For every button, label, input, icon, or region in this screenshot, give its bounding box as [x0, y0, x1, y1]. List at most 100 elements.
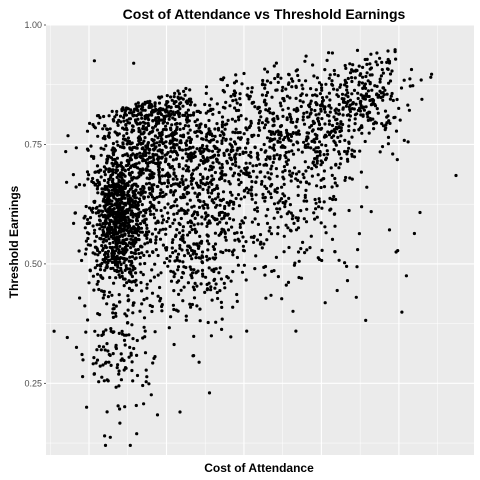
- data-point: [214, 320, 218, 324]
- data-point: [158, 177, 162, 181]
- data-point: [159, 208, 163, 213]
- data-point: [115, 175, 119, 179]
- data-point: [129, 351, 133, 355]
- data-point: [178, 184, 182, 188]
- data-point: [102, 114, 106, 119]
- data-point: [173, 182, 178, 186]
- data-point: [184, 169, 188, 173]
- data-point: [248, 124, 252, 128]
- data-point: [114, 249, 118, 253]
- data-point: [110, 191, 114, 195]
- data-point: [279, 124, 284, 128]
- data-point: [217, 233, 221, 237]
- data-point: [195, 242, 199, 246]
- data-point: [216, 222, 220, 226]
- data-point: [362, 86, 366, 90]
- data-point: [141, 146, 145, 150]
- data-point: [183, 93, 187, 97]
- data-point: [101, 230, 105, 235]
- data-point: [200, 254, 204, 258]
- data-point: [268, 226, 272, 230]
- data-point: [110, 210, 114, 214]
- data-point: [265, 70, 270, 74]
- data-point: [133, 230, 137, 235]
- data-point: [178, 410, 182, 414]
- data-point: [282, 250, 286, 254]
- data-point: [155, 153, 159, 157]
- y-axis-title: Threshold Earnings: [7, 185, 21, 298]
- data-point: [368, 62, 372, 66]
- data-point: [103, 225, 107, 229]
- data-point: [295, 132, 299, 136]
- data-point: [289, 133, 293, 137]
- data-point: [250, 185, 254, 189]
- data-point: [279, 197, 284, 201]
- data-point: [221, 190, 226, 194]
- data-point: [190, 276, 194, 280]
- data-point: [156, 294, 160, 298]
- data-point: [190, 302, 194, 307]
- data-point: [78, 296, 82, 300]
- data-point: [206, 188, 210, 192]
- data-point: [101, 296, 105, 300]
- data-point: [91, 181, 96, 185]
- data-point: [161, 108, 165, 112]
- data-point: [132, 346, 136, 351]
- data-point: [96, 253, 100, 257]
- data-point: [120, 233, 124, 237]
- data-point: [155, 128, 159, 132]
- data-point: [396, 249, 400, 253]
- data-point: [222, 76, 226, 80]
- data-point: [218, 198, 222, 202]
- data-point: [118, 216, 122, 221]
- data-point: [188, 198, 192, 202]
- data-point: [187, 169, 191, 173]
- data-point: [111, 153, 116, 157]
- data-point: [321, 177, 325, 181]
- data-point: [133, 118, 138, 122]
- data-point: [269, 192, 273, 196]
- data-point: [181, 271, 186, 275]
- data-point: [347, 140, 351, 144]
- data-point: [195, 118, 199, 122]
- data-point: [105, 410, 109, 414]
- data-point: [201, 187, 205, 191]
- data-point: [315, 159, 319, 163]
- data-point: [111, 146, 115, 150]
- data-point: [131, 234, 135, 238]
- data-point: [399, 86, 404, 90]
- data-point: [212, 144, 216, 148]
- data-point: [388, 97, 392, 101]
- data-point: [339, 134, 343, 138]
- data-point: [244, 146, 248, 150]
- data-point: [124, 237, 128, 242]
- y-axis: 0.250.500.751.00: [24, 20, 46, 388]
- data-point: [159, 188, 163, 192]
- data-point: [273, 188, 277, 192]
- data-point: [237, 239, 241, 243]
- data-point: [270, 164, 274, 168]
- data-point: [230, 145, 234, 149]
- data-point: [191, 285, 195, 289]
- data-point: [272, 216, 276, 220]
- data-point: [314, 113, 318, 117]
- data-point: [272, 157, 276, 161]
- data-point: [104, 328, 108, 332]
- data-point: [343, 78, 347, 82]
- data-point: [246, 191, 250, 195]
- data-point: [186, 233, 190, 237]
- data-point: [262, 142, 266, 147]
- data-point: [332, 134, 336, 138]
- data-point: [204, 91, 208, 95]
- data-point: [111, 245, 115, 250]
- data-point: [242, 71, 246, 76]
- data-point: [262, 242, 266, 246]
- data-point: [238, 92, 242, 96]
- data-point: [195, 147, 199, 151]
- data-point: [135, 373, 140, 378]
- data-point: [134, 120, 138, 124]
- data-point: [188, 246, 192, 250]
- data-point: [256, 157, 260, 161]
- data-point: [378, 56, 382, 60]
- data-point: [350, 135, 354, 139]
